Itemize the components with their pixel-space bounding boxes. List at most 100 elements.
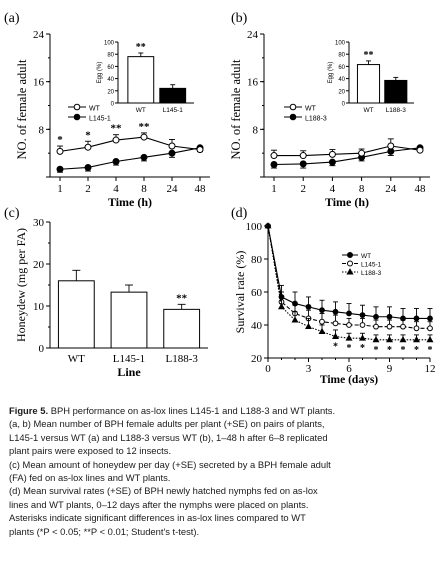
significance-mark: * bbox=[428, 345, 433, 356]
y-tick-label: 24 bbox=[247, 29, 259, 41]
error-bar bbox=[125, 284, 133, 293]
legend-label: WT bbox=[305, 106, 317, 113]
y-axis-title: Honeydew (mg per FA) bbox=[14, 228, 28, 342]
y-tick-label: 20 bbox=[251, 353, 263, 365]
x-tick-label: WT bbox=[68, 353, 85, 365]
data-point bbox=[359, 322, 366, 328]
data-point bbox=[426, 336, 434, 343]
data-point bbox=[416, 146, 424, 154]
x-tick-label: 8 bbox=[141, 183, 147, 195]
inset-bar bbox=[356, 64, 381, 104]
legend-marker bbox=[73, 113, 81, 121]
x-axis-title: Time (days) bbox=[320, 374, 378, 386]
data-point bbox=[168, 149, 176, 157]
data-point bbox=[84, 143, 92, 151]
data-point bbox=[56, 147, 64, 155]
series-l145-1 bbox=[56, 144, 204, 173]
data-point bbox=[427, 325, 433, 332]
panel-label: (c) bbox=[4, 206, 20, 221]
legend-marker bbox=[347, 252, 353, 258]
y-tick-label: 0 bbox=[39, 343, 45, 355]
data-point bbox=[112, 136, 120, 144]
y-tick-label: 8 bbox=[253, 124, 259, 136]
data-point bbox=[299, 152, 307, 160]
inset-y-tick-label: 80 bbox=[338, 53, 345, 59]
data-point bbox=[359, 334, 366, 341]
x-tick-label: 48 bbox=[415, 183, 427, 195]
caption-line-4: plant pairs were exposed to 12 insects. bbox=[9, 445, 172, 457]
x-tick-label: 12 bbox=[425, 363, 436, 375]
significance-mark: * bbox=[401, 345, 406, 356]
series-l188-3 bbox=[264, 222, 434, 343]
data-point bbox=[305, 322, 312, 330]
series-line bbox=[59, 136, 201, 152]
series-l188-3 bbox=[270, 144, 424, 169]
caption-line-2: (a, b) Mean number of BPH female adults … bbox=[9, 418, 325, 430]
data-point bbox=[386, 323, 393, 330]
significance-mark: * bbox=[85, 129, 91, 141]
bar bbox=[57, 280, 95, 349]
inset-bar bbox=[384, 79, 408, 104]
data-point bbox=[387, 142, 395, 150]
inset-error-bar bbox=[170, 84, 176, 89]
significance-mark: ** bbox=[139, 121, 151, 133]
inset-y-tick-label: 0 bbox=[111, 102, 115, 108]
data-point bbox=[373, 323, 379, 330]
chart-panel-d: (d) 20 40 60 80 100 0 3 6 9 12 Time (days) Survival … bbox=[231, 206, 436, 386]
caption-figure-label: Figure 5. bbox=[9, 405, 49, 416]
caption-line-5: (c) Mean amount of honeydew per day (+SE… bbox=[9, 458, 331, 470]
data-point bbox=[332, 332, 339, 339]
y-axis-title: Survival rate (%) bbox=[233, 251, 247, 334]
series-line bbox=[274, 145, 421, 157]
data-point bbox=[358, 149, 366, 157]
significance-mark: ** bbox=[176, 292, 188, 304]
inset-bar bbox=[127, 56, 155, 104]
data-point bbox=[270, 160, 278, 168]
data-point bbox=[332, 308, 339, 315]
legend-marker bbox=[347, 260, 353, 267]
data-point bbox=[399, 336, 407, 343]
data-point bbox=[386, 313, 393, 320]
significance-mark: ** bbox=[111, 123, 123, 135]
x-tick-label: 4 bbox=[113, 183, 119, 195]
caption-line-1-text: BPH performance on as-lox lines L145-1 a… bbox=[50, 405, 336, 416]
y-axis-title: NO. of female adult bbox=[15, 59, 29, 159]
data-point bbox=[427, 315, 433, 322]
data-point bbox=[332, 320, 339, 327]
inset-y-tick-label: 100 bbox=[104, 41, 115, 47]
bar bbox=[163, 308, 201, 349]
significance-mark: * bbox=[360, 343, 365, 354]
y-tick-label: 16 bbox=[247, 77, 259, 89]
x-tick-label: L145-1 bbox=[113, 353, 145, 365]
significance-mark: * bbox=[374, 345, 379, 356]
inset-error-bar bbox=[366, 60, 371, 65]
inset-y-tick-label: 20 bbox=[338, 89, 345, 95]
inset-y-tick-label: 80 bbox=[107, 53, 114, 59]
x-axis-title: Time (h) bbox=[108, 195, 152, 209]
data-point bbox=[413, 315, 420, 322]
series-wt bbox=[265, 223, 433, 322]
data-point bbox=[413, 325, 420, 332]
legend-label: L188-3 bbox=[361, 270, 382, 277]
data-point bbox=[319, 307, 325, 314]
caption-line-6: (FA) fed on as-lox lines and WT plants. bbox=[9, 472, 171, 484]
inset-y-axis-title: Egg (%) bbox=[97, 62, 103, 84]
y-tick-label: 100 bbox=[246, 221, 263, 233]
y-tick-label: 24 bbox=[33, 29, 45, 41]
data-point bbox=[318, 327, 326, 334]
error-bar bbox=[177, 303, 186, 310]
inset-y-axis-title: Egg (%) bbox=[328, 62, 334, 84]
legend-label: L145-1 bbox=[89, 116, 111, 123]
data-point bbox=[140, 133, 148, 141]
x-tick-label: 6 bbox=[346, 363, 352, 375]
significance-mark: * bbox=[333, 342, 338, 353]
inset-egg-chart: 0 20 40 60 80 100 Egg (%) WT ** L145-1 bbox=[97, 41, 194, 114]
x-tick-label: 2 bbox=[300, 183, 306, 195]
series-l145-1 bbox=[265, 223, 433, 332]
data-point bbox=[346, 322, 352, 328]
legend-label: L188-3 bbox=[305, 116, 327, 123]
data-point bbox=[373, 313, 379, 320]
figure-caption: Figure 5. BPH performance on as-lox line… bbox=[9, 404, 439, 538]
